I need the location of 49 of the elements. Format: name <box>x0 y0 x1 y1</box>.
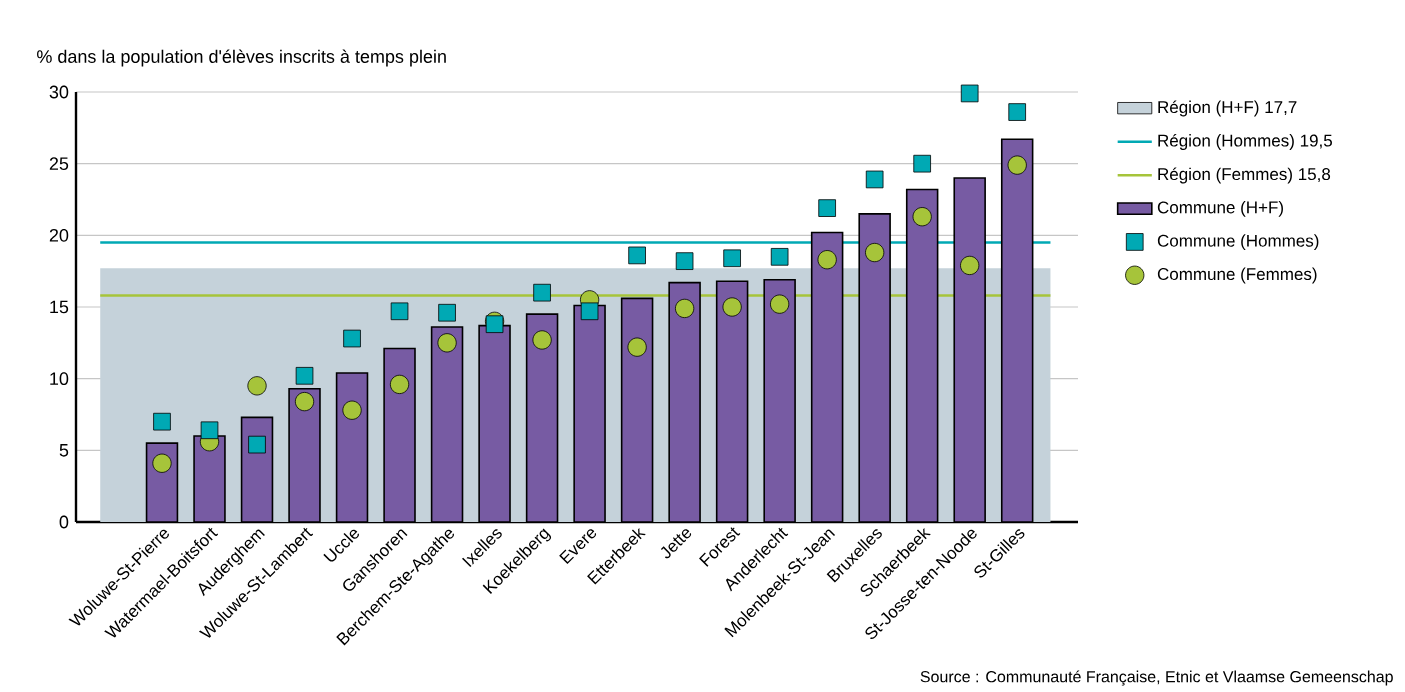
point <box>960 84 979 103</box>
point <box>675 252 694 270</box>
point <box>912 207 932 227</box>
point <box>532 330 552 350</box>
point <box>627 337 647 357</box>
y-tick-label: 25 <box>49 157 69 171</box>
legend-label: Région (H+F) 17,7 <box>1158 100 1297 117</box>
point <box>295 367 314 385</box>
point <box>865 170 884 189</box>
point <box>390 302 409 321</box>
y-tick-label: 15 <box>50 300 69 314</box>
point <box>247 376 267 396</box>
point <box>817 250 837 270</box>
point <box>770 294 790 314</box>
legend-label: Commune (Hommes) <box>1157 234 1319 251</box>
source-note: Source : Communauté Française, Etnic et Vlaamse Gemeenschap <box>920 670 1393 686</box>
point <box>818 199 836 217</box>
point <box>248 435 266 454</box>
point <box>1007 155 1027 175</box>
point <box>913 154 931 173</box>
legend-label: Commune (H+F) <box>1157 200 1283 217</box>
point <box>153 412 171 431</box>
point <box>722 297 742 317</box>
point <box>342 400 362 420</box>
point <box>770 248 789 266</box>
point <box>580 302 599 321</box>
y-tick-label: 0 <box>59 515 69 529</box>
point <box>437 333 457 353</box>
point <box>723 249 741 268</box>
legend-label: Région (Hommes) 19,5 <box>1158 133 1332 150</box>
point <box>438 303 456 322</box>
legend-label: Commune (Femmes) <box>1157 267 1317 284</box>
y-tick-label: 20 <box>49 228 69 242</box>
point <box>865 242 885 263</box>
point <box>675 298 695 319</box>
y-axis-title: % dans la population d'élèves inscrits à temps plein <box>37 49 446 67</box>
point <box>200 421 219 440</box>
point <box>343 329 361 348</box>
y-tick-label: 5 <box>59 444 69 457</box>
y-tick-label: 30 <box>49 85 69 99</box>
point <box>389 374 410 394</box>
point <box>152 453 172 473</box>
point <box>960 255 980 276</box>
point <box>628 246 646 265</box>
point <box>1008 103 1026 121</box>
point <box>294 392 315 412</box>
point <box>533 283 551 302</box>
y-tick-label: 10 <box>50 372 69 386</box>
legend-label: Région (Femmes) 15,8 <box>1158 167 1331 184</box>
